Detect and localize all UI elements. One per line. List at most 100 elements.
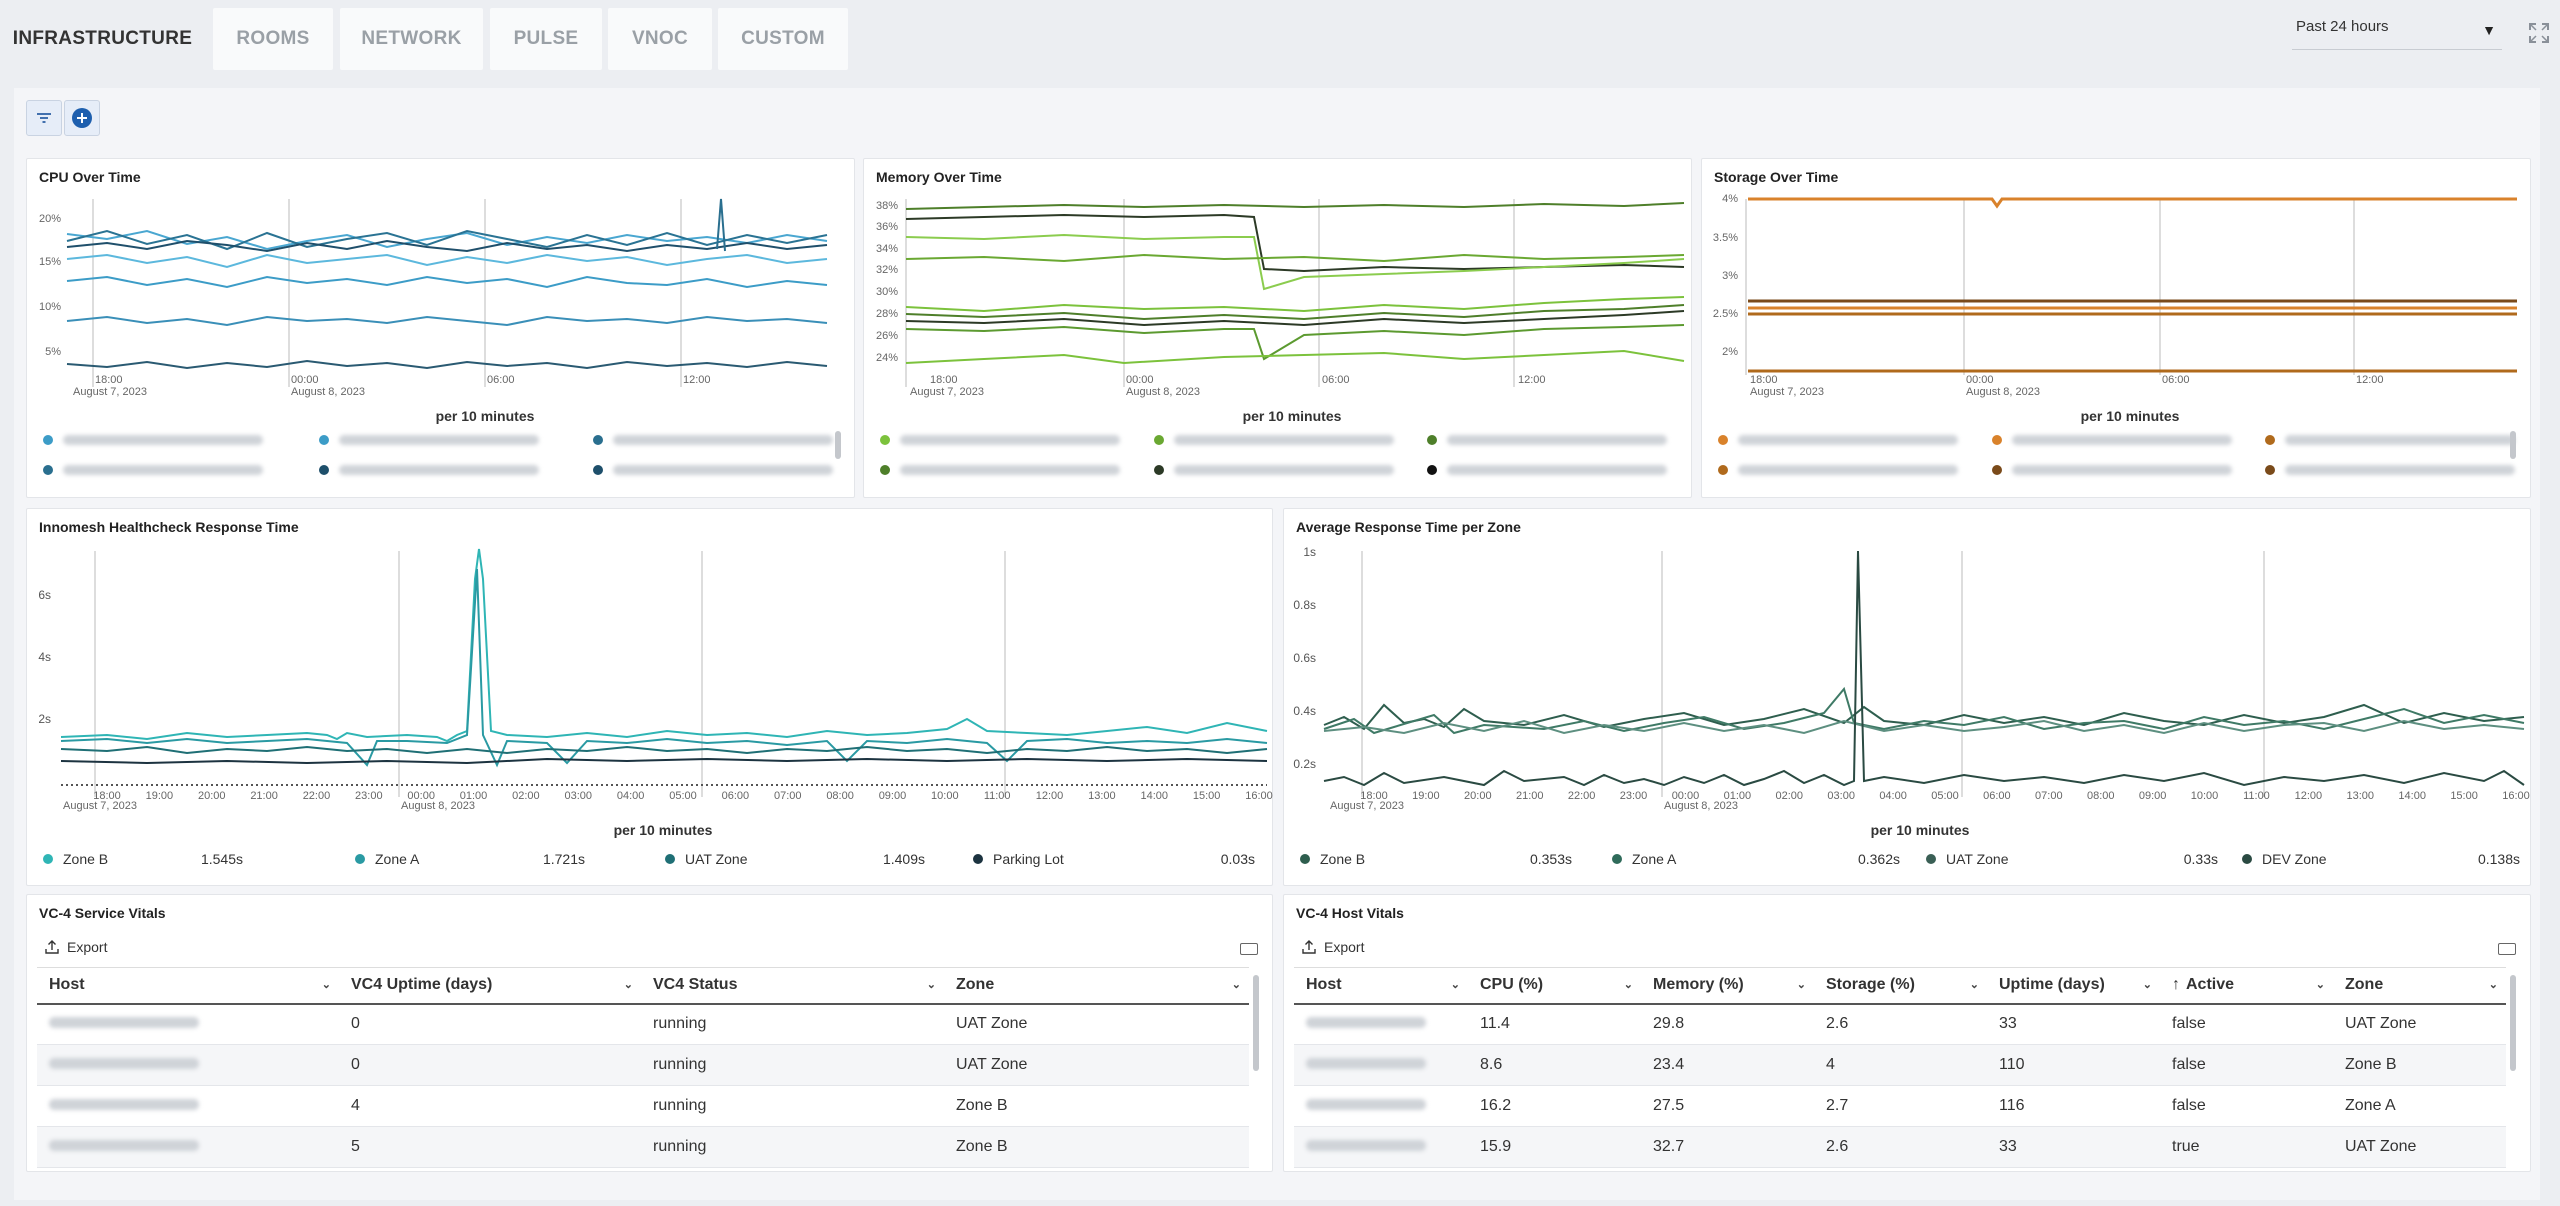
legend-item[interactable] <box>43 465 263 475</box>
table-row[interactable]: 16.2 27.5 2.7 116 false Zone A <box>1294 1085 2506 1127</box>
legend-item[interactable] <box>880 465 1120 475</box>
legend-item-uat-zone[interactable]: UAT Zone 0.33s <box>1926 851 2218 867</box>
export-button[interactable]: Export <box>45 939 107 955</box>
table-row[interactable]: 0 running UAT Zone <box>37 1044 1249 1086</box>
expand-icon[interactable] <box>2528 22 2550 44</box>
x-date: August 7, 2023 <box>1330 800 1404 812</box>
column-header-host[interactable]: Host ⌄ <box>37 967 339 1005</box>
legend-item-zone-b[interactable]: Zone B 0.353s <box>1300 851 1592 867</box>
active-cell: true <box>2160 1126 2333 1168</box>
legend-item[interactable] <box>880 435 1120 445</box>
y-tick: 34% <box>876 243 898 255</box>
x-tick: 12:00 <box>2295 790 2323 802</box>
export-icon <box>1302 940 1316 954</box>
time-range-select[interactable]: Past 24 hours ▼ <box>2292 14 2502 50</box>
table-row[interactable]: 4 running Zone B <box>37 1085 1249 1127</box>
time-range-value: Past 24 hours <box>2296 18 2389 35</box>
storage-panel: Storage Over Time 4% 3.5% 3% 2.5% 2% 18:… <box>1701 158 2531 498</box>
legend-name: Zone A <box>1632 851 1677 867</box>
uptime-cell: 0 <box>339 1044 641 1086</box>
table-scrollbar[interactable] <box>1253 975 1259 1071</box>
legend-scrollbar[interactable] <box>835 431 841 459</box>
keyboard-icon[interactable] <box>2498 943 2516 955</box>
column-header-active[interactable]: ↑ Active ⌄ <box>2160 967 2333 1005</box>
legend-item-uat-zone[interactable]: UAT Zone 1.409s <box>665 851 965 867</box>
x-tick: 23:00 <box>355 790 383 802</box>
export-icon <box>45 940 59 954</box>
uptime-cell: 5 <box>339 1126 641 1168</box>
tab-infrastructure[interactable]: INFRASTRUCTURE <box>0 8 205 70</box>
zone-cell: Zone B <box>944 1126 1249 1168</box>
tab-network[interactable]: NETWORK <box>340 8 483 70</box>
table-scrollbar[interactable] <box>2510 975 2516 1071</box>
x-tick: 20:00 <box>198 790 226 802</box>
tab-pulse[interactable]: PULSE <box>490 8 602 70</box>
legend-scrollbar[interactable] <box>2510 431 2516 459</box>
column-header-host[interactable]: Host ⌄ <box>1294 967 1468 1005</box>
panel-title: CPU Over Time <box>39 169 141 185</box>
column-header-zone[interactable]: Zone ⌄ <box>944 967 1249 1005</box>
chevron-down-icon: ⌄ <box>2315 979 2325 991</box>
legend-item-zone-b[interactable]: Zone B 1.545s <box>43 851 343 867</box>
legend-item-parking-lot[interactable]: Parking Lot 0.03s <box>973 851 1259 867</box>
y-tick: 6s <box>38 588 51 602</box>
x-tick: 22:00 <box>303 790 331 802</box>
legend-item[interactable] <box>1154 465 1394 475</box>
keyboard-icon[interactable] <box>1240 943 1258 955</box>
table-row[interactable]: 5 running Zone B <box>37 1126 1249 1168</box>
legend-item[interactable] <box>593 465 833 475</box>
legend-item[interactable] <box>1718 465 1958 475</box>
table-row[interactable]: 15.9 32.7 2.6 33 true UAT Zone <box>1294 1126 2506 1168</box>
export-button[interactable]: Export <box>1302 939 1364 955</box>
add-widget-button[interactable] <box>64 100 100 136</box>
legend-item[interactable] <box>1718 435 1958 445</box>
x-tick: 03:00 <box>565 790 593 802</box>
column-header-uptime[interactable]: Uptime (days) ⌄ <box>1987 967 2160 1005</box>
table-row[interactable]: 0 running UAT Zone <box>37 1003 1249 1045</box>
legend-item[interactable] <box>1427 465 1667 475</box>
x-tick: 06:00 <box>487 374 515 386</box>
chevron-down-icon: ⌄ <box>1623 979 1633 991</box>
legend-item-zone-a[interactable]: Zone A 1.721s <box>355 851 655 867</box>
legend-item[interactable] <box>319 465 539 475</box>
legend-item[interactable] <box>593 435 833 445</box>
tab-rooms[interactable]: ROOMS <box>213 8 333 70</box>
legend-item[interactable] <box>1992 435 2232 445</box>
x-tick: 23:00 <box>1620 790 1648 802</box>
column-header-memory[interactable]: Memory (%) ⌄ <box>1641 967 1814 1005</box>
legend-item[interactable] <box>2265 435 2515 445</box>
x-tick: 01:00 <box>460 790 488 802</box>
sort-ascending-icon: ↑ <box>2172 976 2180 994</box>
legend-item-dev-zone[interactable]: DEV Zone 0.138s <box>2242 851 2520 867</box>
tab-vnoc[interactable]: VNOC <box>608 8 712 70</box>
panel-title: Memory Over Time <box>876 169 1002 185</box>
legend-item[interactable] <box>43 435 263 445</box>
legend-item[interactable] <box>1992 465 2232 475</box>
memory-cell: 23.4 <box>1641 1044 1814 1086</box>
x-tick: 13:00 <box>2347 790 2375 802</box>
x-tick: 15:00 <box>2450 790 2478 802</box>
cpu-cell: 11.4 <box>1468 1003 1641 1045</box>
column-header-uptime[interactable]: VC4 Uptime (days) ⌄ <box>339 967 641 1005</box>
export-label: Export <box>67 939 108 955</box>
column-header-status[interactable]: VC4 Status ⌄ <box>641 967 944 1005</box>
table-row[interactable]: 8.6 23.4 4 110 false Zone B <box>1294 1044 2506 1086</box>
service-vitals-table: Host ⌄ VC4 Uptime (days) ⌄ VC4 Status ⌄ Zon… <box>37 967 1249 1168</box>
y-tick: 2% <box>1722 346 1738 358</box>
legend-item[interactable] <box>2265 465 2515 475</box>
status-cell: running <box>641 1126 944 1168</box>
legend-item[interactable] <box>319 435 539 445</box>
legend-item-zone-a[interactable]: Zone A 0.362s <box>1612 851 1904 867</box>
table-row[interactable]: 11.4 29.8 2.6 33 false UAT Zone <box>1294 1003 2506 1045</box>
zone-cell: Zone B <box>944 1085 1249 1127</box>
legend-item[interactable] <box>1427 435 1667 445</box>
y-tick: 24% <box>876 352 898 364</box>
legend-item[interactable] <box>1154 435 1394 445</box>
tab-custom[interactable]: CUSTOM <box>718 8 848 70</box>
column-header-storage[interactable]: Storage (%) ⌄ <box>1814 967 1987 1005</box>
y-tick: 26% <box>876 330 898 342</box>
x-tick: 01:00 <box>1724 790 1752 802</box>
column-header-cpu[interactable]: CPU (%) ⌄ <box>1468 967 1641 1005</box>
filter-button[interactable] <box>26 100 62 136</box>
column-header-zone[interactable]: Zone ⌄ <box>2333 967 2506 1005</box>
